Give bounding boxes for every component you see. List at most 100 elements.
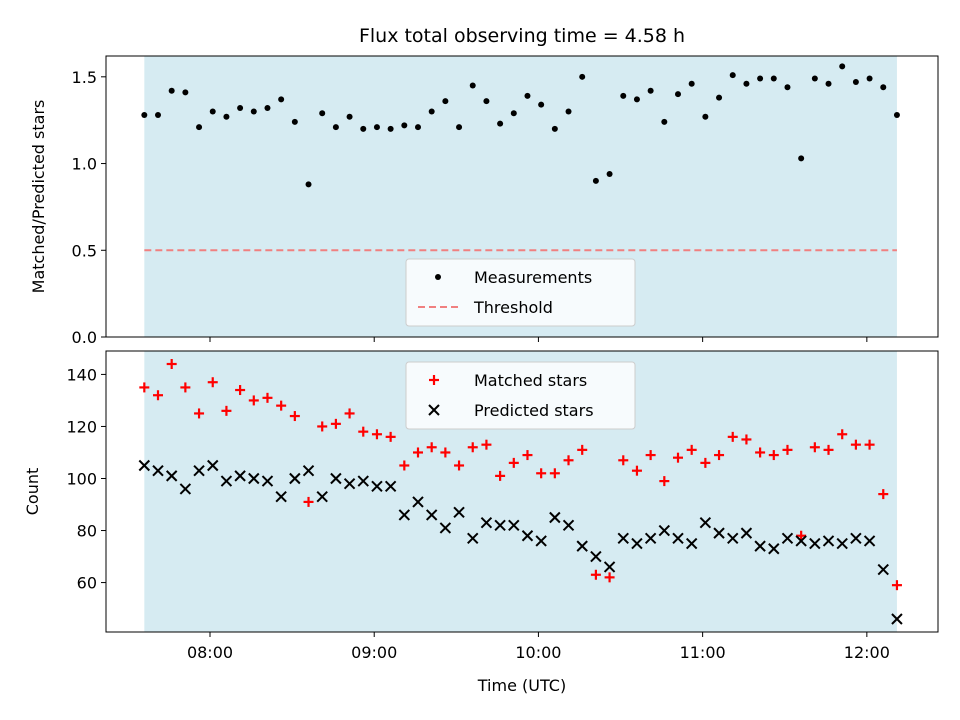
measurement-points bbox=[141, 63, 900, 188]
predicted-star-point bbox=[371, 480, 383, 493]
cross-stroke-b bbox=[439, 522, 452, 534]
matched-star-point bbox=[714, 450, 725, 461]
ratio-legend: Measurements Threshold bbox=[405, 258, 636, 327]
cross-stroke-b bbox=[685, 537, 698, 550]
predicted-star-point bbox=[207, 459, 219, 472]
legend-matched-symbol bbox=[429, 375, 439, 385]
measurement-point bbox=[155, 111, 161, 118]
cross-stroke-b bbox=[795, 535, 807, 547]
count-legend: Matched stars Predicted stars bbox=[405, 361, 636, 430]
cross-stroke-b bbox=[453, 506, 465, 519]
measurement-point bbox=[401, 122, 408, 129]
cross-stroke-b bbox=[576, 540, 588, 552]
predicted-star-point bbox=[549, 511, 561, 524]
measurement-point bbox=[620, 92, 627, 99]
count-y-tick-label: 140 bbox=[66, 365, 97, 384]
measurement-point bbox=[893, 111, 900, 118]
cross-stroke-b bbox=[863, 535, 876, 547]
measurement-point bbox=[319, 110, 326, 117]
matched-star-point bbox=[276, 400, 287, 411]
measurement-point bbox=[483, 98, 490, 105]
count-x-tick-label: 08:00 bbox=[187, 643, 233, 662]
cross-stroke-b bbox=[631, 537, 643, 550]
matched-star-point bbox=[221, 405, 232, 416]
matched-star-point bbox=[399, 460, 410, 471]
predicted-star-point bbox=[302, 464, 315, 477]
measurement-point bbox=[524, 92, 531, 99]
matched-star-point bbox=[604, 572, 615, 583]
matched-star-point bbox=[782, 444, 793, 455]
cross-stroke-b bbox=[302, 464, 315, 477]
cross-stroke-b bbox=[412, 496, 424, 508]
count-y-tick-label: 60 bbox=[77, 574, 97, 593]
cross-stroke-b bbox=[165, 470, 178, 482]
measurement-point bbox=[770, 75, 777, 82]
measurement-point bbox=[469, 82, 476, 89]
matched-star-point bbox=[631, 465, 642, 476]
legend-measurement-marker bbox=[435, 274, 441, 280]
cross-stroke-b bbox=[549, 511, 561, 524]
matched-star-point bbox=[194, 408, 205, 419]
matched-star-point bbox=[549, 468, 560, 479]
ratio-y-tick-label: 0.0 bbox=[72, 328, 97, 347]
matched-star-point bbox=[180, 382, 191, 393]
matched-star-point bbox=[768, 450, 779, 461]
cross-stroke-b bbox=[343, 477, 356, 490]
predicted-star-point bbox=[617, 532, 629, 545]
matched-star-points bbox=[139, 359, 902, 591]
matched-star-point bbox=[823, 444, 834, 455]
legend-predicted-marker bbox=[428, 404, 440, 416]
count-x-ticks: 08:00 09:00 10:00 11:00 12:00 bbox=[187, 632, 890, 662]
matched-star-point bbox=[891, 580, 902, 591]
matched-star-point bbox=[864, 439, 875, 450]
matched-star-point bbox=[755, 447, 766, 458]
measurement-point bbox=[168, 87, 175, 94]
matched-star-point bbox=[454, 460, 465, 471]
cross-stroke-b bbox=[740, 527, 753, 539]
predicted-star-points bbox=[138, 459, 903, 625]
predicted-star-point bbox=[672, 532, 684, 545]
matched-star-point bbox=[166, 359, 177, 370]
predicted-star-point bbox=[754, 540, 766, 552]
predicted-star-point bbox=[740, 527, 753, 539]
count-y-tick-label: 80 bbox=[77, 522, 97, 541]
measurement-point bbox=[606, 170, 613, 177]
predicted-star-point bbox=[699, 517, 712, 529]
measurement-point bbox=[647, 87, 654, 94]
predicted-star-point bbox=[850, 532, 862, 545]
cross-stroke-b bbox=[781, 532, 794, 545]
measurement-point bbox=[415, 124, 421, 131]
predicted-star-point bbox=[343, 477, 356, 490]
x-axis-label: Time (UTC) bbox=[477, 676, 566, 695]
measurement-point bbox=[688, 80, 695, 87]
cross-stroke-b bbox=[809, 537, 821, 550]
measurement-point bbox=[141, 111, 148, 118]
cross-stroke-b bbox=[398, 509, 411, 521]
ratio-y-tick-label: 1.0 bbox=[72, 155, 97, 174]
cross-stroke-b bbox=[234, 470, 246, 482]
cross-stroke-b bbox=[727, 532, 739, 545]
predicted-star-point bbox=[603, 561, 616, 573]
cross-stroke-b bbox=[822, 535, 835, 547]
cross-stroke-b bbox=[193, 464, 205, 477]
predicted-star-point bbox=[535, 535, 547, 547]
cross-stroke-b bbox=[590, 550, 602, 563]
measurement-point bbox=[497, 120, 504, 127]
predicted-star-point bbox=[713, 527, 725, 539]
measurement-point bbox=[250, 108, 257, 115]
measurement-point bbox=[332, 124, 339, 131]
cross-stroke-b bbox=[850, 532, 862, 545]
predicted-star-point bbox=[220, 475, 233, 487]
legend-predicted-symbol bbox=[428, 404, 440, 416]
measurement-point bbox=[839, 63, 846, 70]
legend-matched-label: Matched stars bbox=[474, 371, 587, 390]
measurement-point bbox=[551, 125, 558, 132]
measurement-point bbox=[716, 94, 723, 101]
cross-stroke-b bbox=[521, 530, 534, 542]
matched-star-point bbox=[796, 530, 807, 541]
predicted-star-point bbox=[152, 464, 164, 477]
predicted-star-point bbox=[644, 532, 657, 545]
predicted-star-point bbox=[795, 535, 807, 547]
cross-stroke-b bbox=[891, 613, 903, 625]
